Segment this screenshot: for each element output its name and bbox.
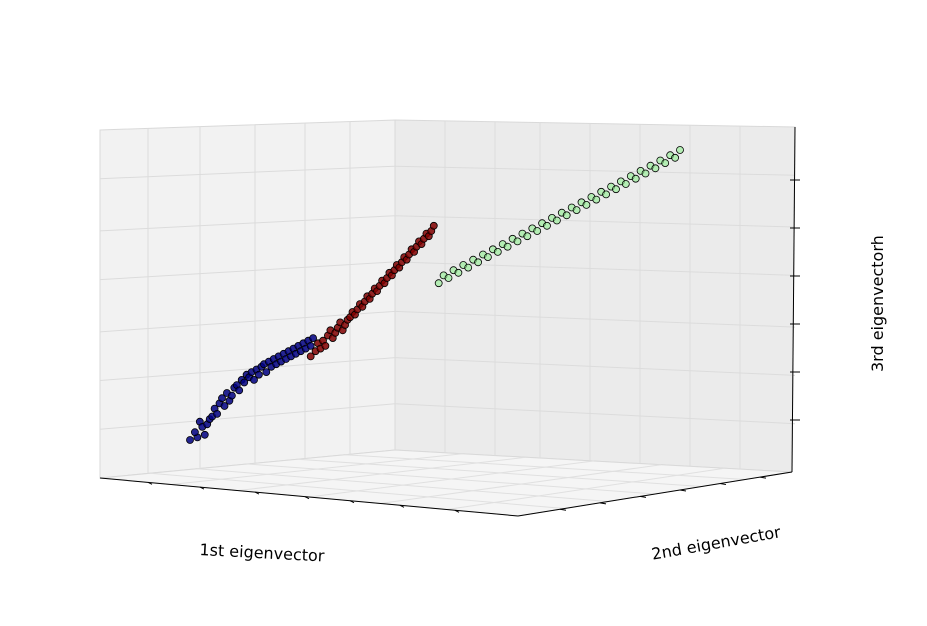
grid-line xyxy=(99,403,396,430)
grid-line xyxy=(99,215,396,232)
grid-line xyxy=(394,357,796,376)
grid-line xyxy=(99,261,396,281)
data-point xyxy=(572,206,581,215)
data-point xyxy=(235,386,244,395)
data-point xyxy=(592,195,601,204)
data-point xyxy=(676,146,684,154)
data-point xyxy=(602,190,610,199)
grid-line xyxy=(99,310,396,333)
data-point xyxy=(306,352,315,361)
data-point xyxy=(250,375,258,384)
y-tick xyxy=(599,502,607,505)
grid-line xyxy=(344,454,746,480)
data-point xyxy=(200,430,209,439)
data-point xyxy=(651,164,660,173)
data-point xyxy=(254,370,263,379)
grid-line xyxy=(99,165,396,180)
data-point xyxy=(631,174,640,183)
y-tick xyxy=(559,508,567,511)
data-point xyxy=(309,334,318,343)
data-point xyxy=(474,258,483,267)
back-pane-left xyxy=(99,119,396,479)
data-point xyxy=(661,159,670,168)
y-tick xyxy=(639,495,647,498)
grid-lines xyxy=(99,120,796,511)
data-point xyxy=(543,221,551,230)
back-pane-right xyxy=(394,119,796,473)
data-point xyxy=(454,268,463,277)
x-tick xyxy=(349,500,355,504)
axis-ticks xyxy=(147,179,800,513)
data-point xyxy=(306,341,315,350)
data-point xyxy=(262,368,271,377)
grid-line xyxy=(394,165,796,176)
data-point xyxy=(321,341,330,350)
data-points xyxy=(186,146,684,444)
data-point xyxy=(429,221,438,230)
data-point xyxy=(533,227,542,235)
data-point xyxy=(493,247,502,256)
y-tick xyxy=(679,489,687,492)
x-tick xyxy=(454,509,460,513)
data-point xyxy=(503,242,512,251)
data-point xyxy=(553,216,561,225)
grid-line xyxy=(99,357,396,382)
data-point xyxy=(220,402,229,410)
data-point xyxy=(483,253,492,262)
x-tick xyxy=(399,504,405,508)
data-point xyxy=(464,263,473,272)
data-point xyxy=(582,200,591,209)
data-point xyxy=(240,378,249,387)
x-tick xyxy=(199,486,205,490)
data-point xyxy=(218,394,226,403)
data-point xyxy=(190,428,199,437)
data-point xyxy=(434,279,443,288)
y-axis-line xyxy=(517,471,793,517)
data-point xyxy=(513,237,522,246)
data-point xyxy=(213,409,222,418)
x-tick xyxy=(304,496,310,500)
grid-line xyxy=(394,403,796,425)
data-point xyxy=(641,169,650,178)
x-tick xyxy=(254,491,260,495)
data-point xyxy=(444,274,453,282)
data-point xyxy=(523,232,532,241)
data-point xyxy=(671,153,679,162)
grid-line xyxy=(394,215,796,228)
z-axis-line xyxy=(791,126,796,473)
x-tick xyxy=(147,481,153,485)
grid-line xyxy=(394,310,796,328)
z-axis-label: 3rd eigenvectorh xyxy=(868,235,887,372)
data-point xyxy=(562,211,571,220)
y-tick xyxy=(759,476,767,479)
data-point xyxy=(621,180,630,188)
y-tick xyxy=(719,483,727,486)
data-point xyxy=(612,185,620,194)
data-point xyxy=(227,391,236,400)
x-axis-line xyxy=(99,477,519,517)
data-point xyxy=(186,436,194,444)
